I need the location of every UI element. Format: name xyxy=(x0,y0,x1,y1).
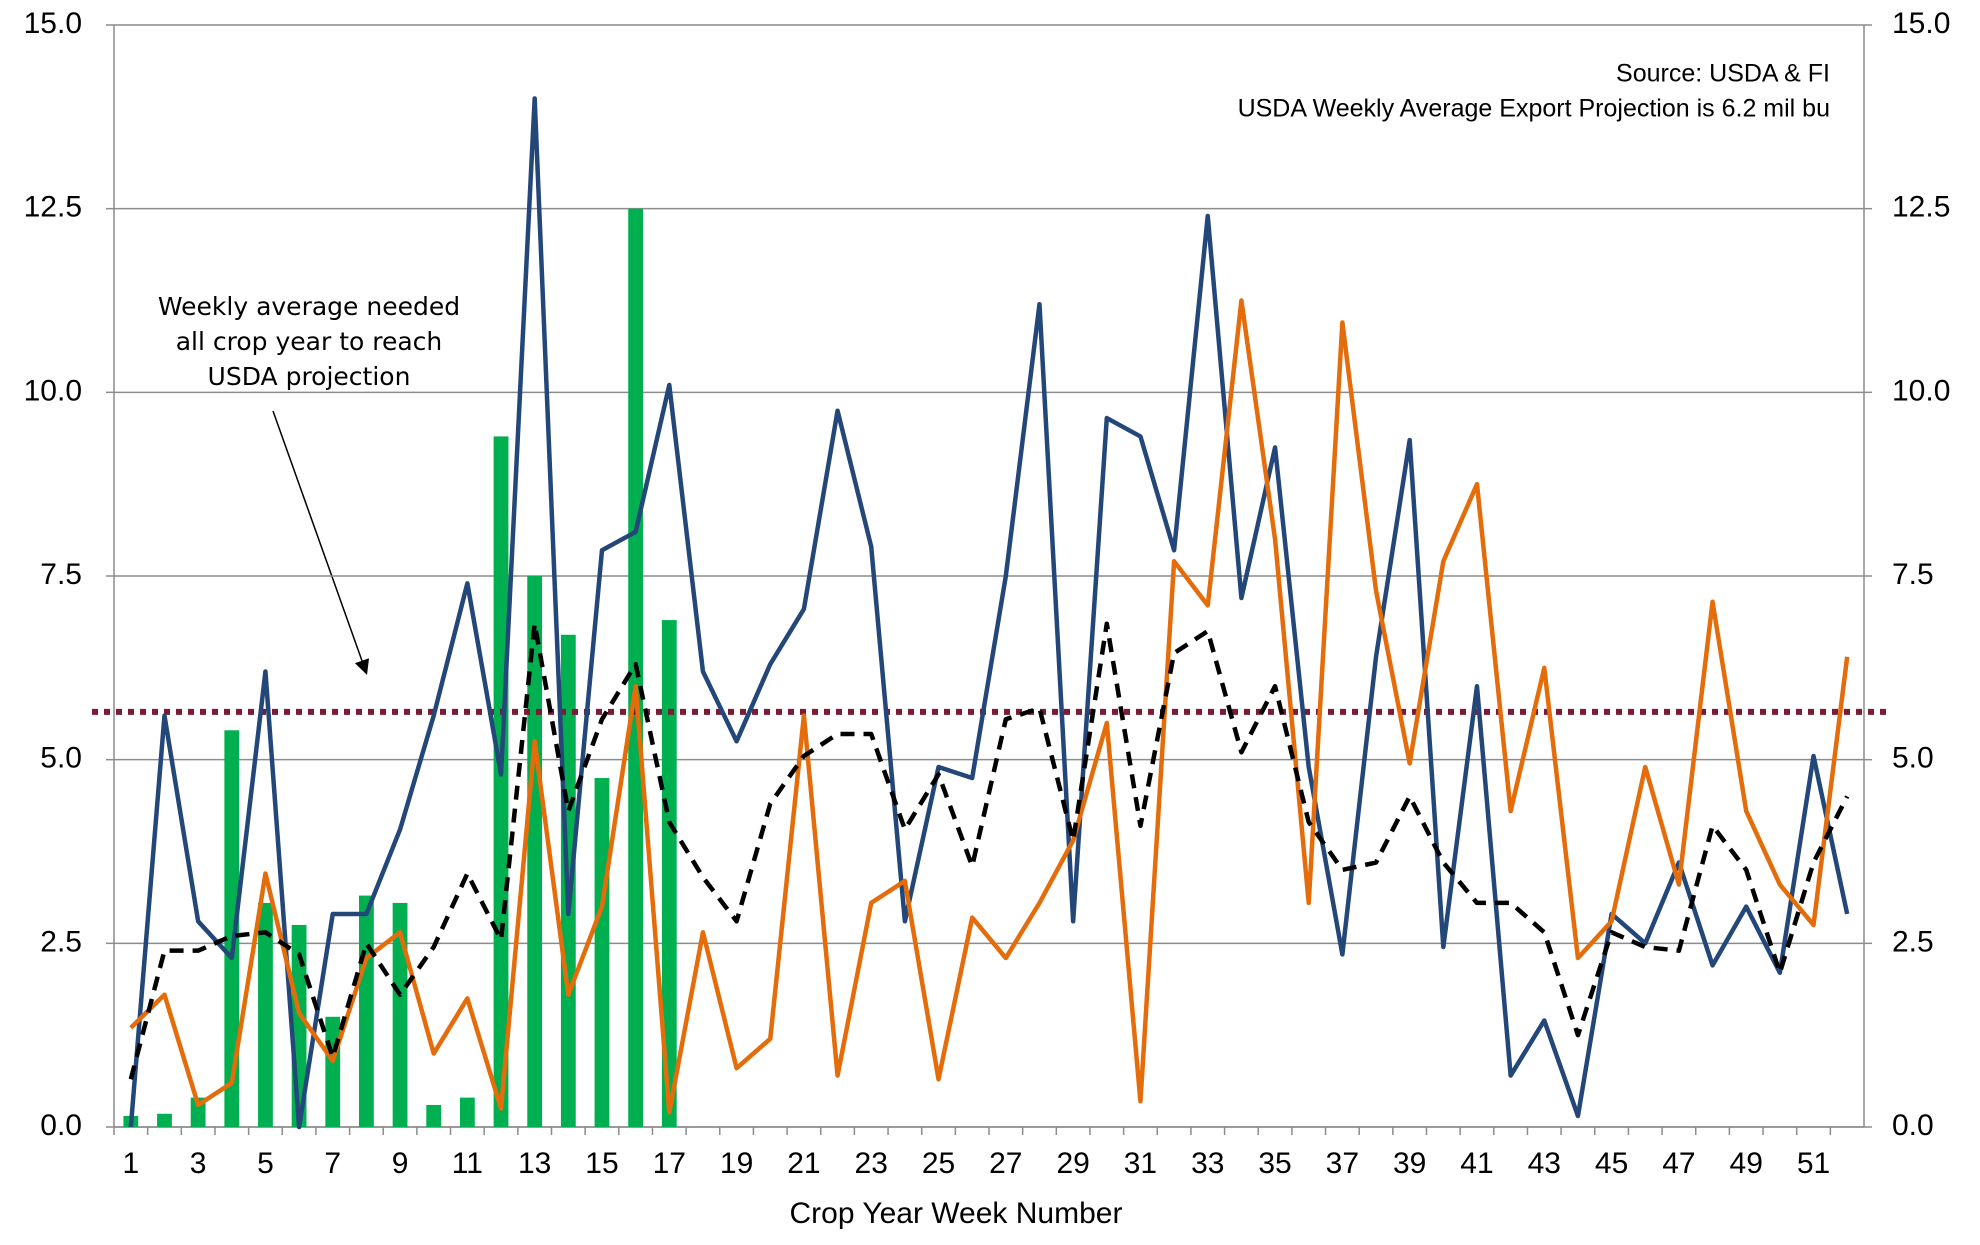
y-tick-label: 2.5 xyxy=(40,925,82,958)
x-tick-label: 11 xyxy=(452,1147,483,1180)
x-tick-label: 19 xyxy=(720,1147,753,1180)
y-tick-label: 5.0 xyxy=(40,742,82,775)
x-tick-label: 3 xyxy=(190,1147,207,1180)
x-tick-label: 1 xyxy=(122,1147,139,1180)
x-tick-label: 39 xyxy=(1393,1147,1426,1180)
x-tick-label: 13 xyxy=(518,1147,551,1180)
bar xyxy=(258,902,273,1127)
y2-tick-label: 7.5 xyxy=(1892,558,1934,591)
x-tick-label: 7 xyxy=(324,1147,341,1180)
bar xyxy=(359,895,374,1127)
bar xyxy=(594,778,610,1127)
annotation-line: USDA projection xyxy=(208,362,411,391)
y2-tick-label: 12.5 xyxy=(1892,191,1950,224)
y-tick-label: 15.0 xyxy=(24,7,82,40)
y2-tick-label: 15.0 xyxy=(1892,7,1950,40)
line-series xyxy=(128,96,1850,1130)
source-note: Source: USDA & FI xyxy=(1616,60,1830,88)
x-tick-label: 25 xyxy=(922,1147,955,1180)
bar xyxy=(157,1113,172,1127)
y-tick-label: 12.5 xyxy=(24,191,82,224)
bar xyxy=(493,436,509,1127)
line-series xyxy=(128,621,1850,1080)
x-tick-label: 5 xyxy=(257,1147,274,1180)
y2-tick-label: 10.0 xyxy=(1892,374,1950,407)
x-tick-label: 47 xyxy=(1662,1147,1695,1180)
y-tick-label: 10.0 xyxy=(24,374,82,407)
x-axis-title: Crop Year Week Number xyxy=(790,1197,1123,1230)
x-tick-label: 33 xyxy=(1191,1147,1224,1180)
annotation-line: Weekly average needed xyxy=(158,292,460,321)
bar xyxy=(224,730,240,1127)
y2-tick-label: 2.5 xyxy=(1892,925,1934,958)
y-tick-label: 0.0 xyxy=(40,1109,82,1142)
x-tick-label: 21 xyxy=(787,1147,820,1180)
bar xyxy=(426,1104,442,1127)
x-tick-label: 31 xyxy=(1124,1147,1157,1180)
annotation-line: all crop year to reach xyxy=(176,327,443,356)
x-tick-label: 41 xyxy=(1460,1147,1493,1180)
bar xyxy=(661,620,677,1127)
line-series xyxy=(129,298,1850,1115)
x-tick-label: 43 xyxy=(1528,1147,1561,1180)
y-tick-label: 7.5 xyxy=(40,558,82,591)
bar xyxy=(325,1016,341,1127)
bar xyxy=(392,902,408,1127)
bar xyxy=(459,1097,475,1127)
x-tick-label: 51 xyxy=(1797,1147,1830,1180)
x-tick-label: 37 xyxy=(1326,1147,1359,1180)
x-tick-label: 15 xyxy=(585,1147,618,1180)
x-tick-label: 9 xyxy=(392,1147,409,1180)
projection-note: USDA Weekly Average Export Projection is… xyxy=(1238,95,1830,123)
x-tick-label: 45 xyxy=(1595,1147,1628,1180)
x-tick-label: 17 xyxy=(653,1147,686,1180)
x-tick-label: 29 xyxy=(1056,1147,1089,1180)
x-tick-label: 35 xyxy=(1258,1147,1291,1180)
y2-tick-label: 5.0 xyxy=(1892,742,1934,775)
y2-tick-label: 0.0 xyxy=(1892,1109,1934,1142)
x-tick-label: 23 xyxy=(855,1147,888,1180)
annotation-arrow xyxy=(272,410,370,675)
x-tick-label: 49 xyxy=(1730,1147,1763,1180)
x-tick-label: 27 xyxy=(989,1147,1022,1180)
